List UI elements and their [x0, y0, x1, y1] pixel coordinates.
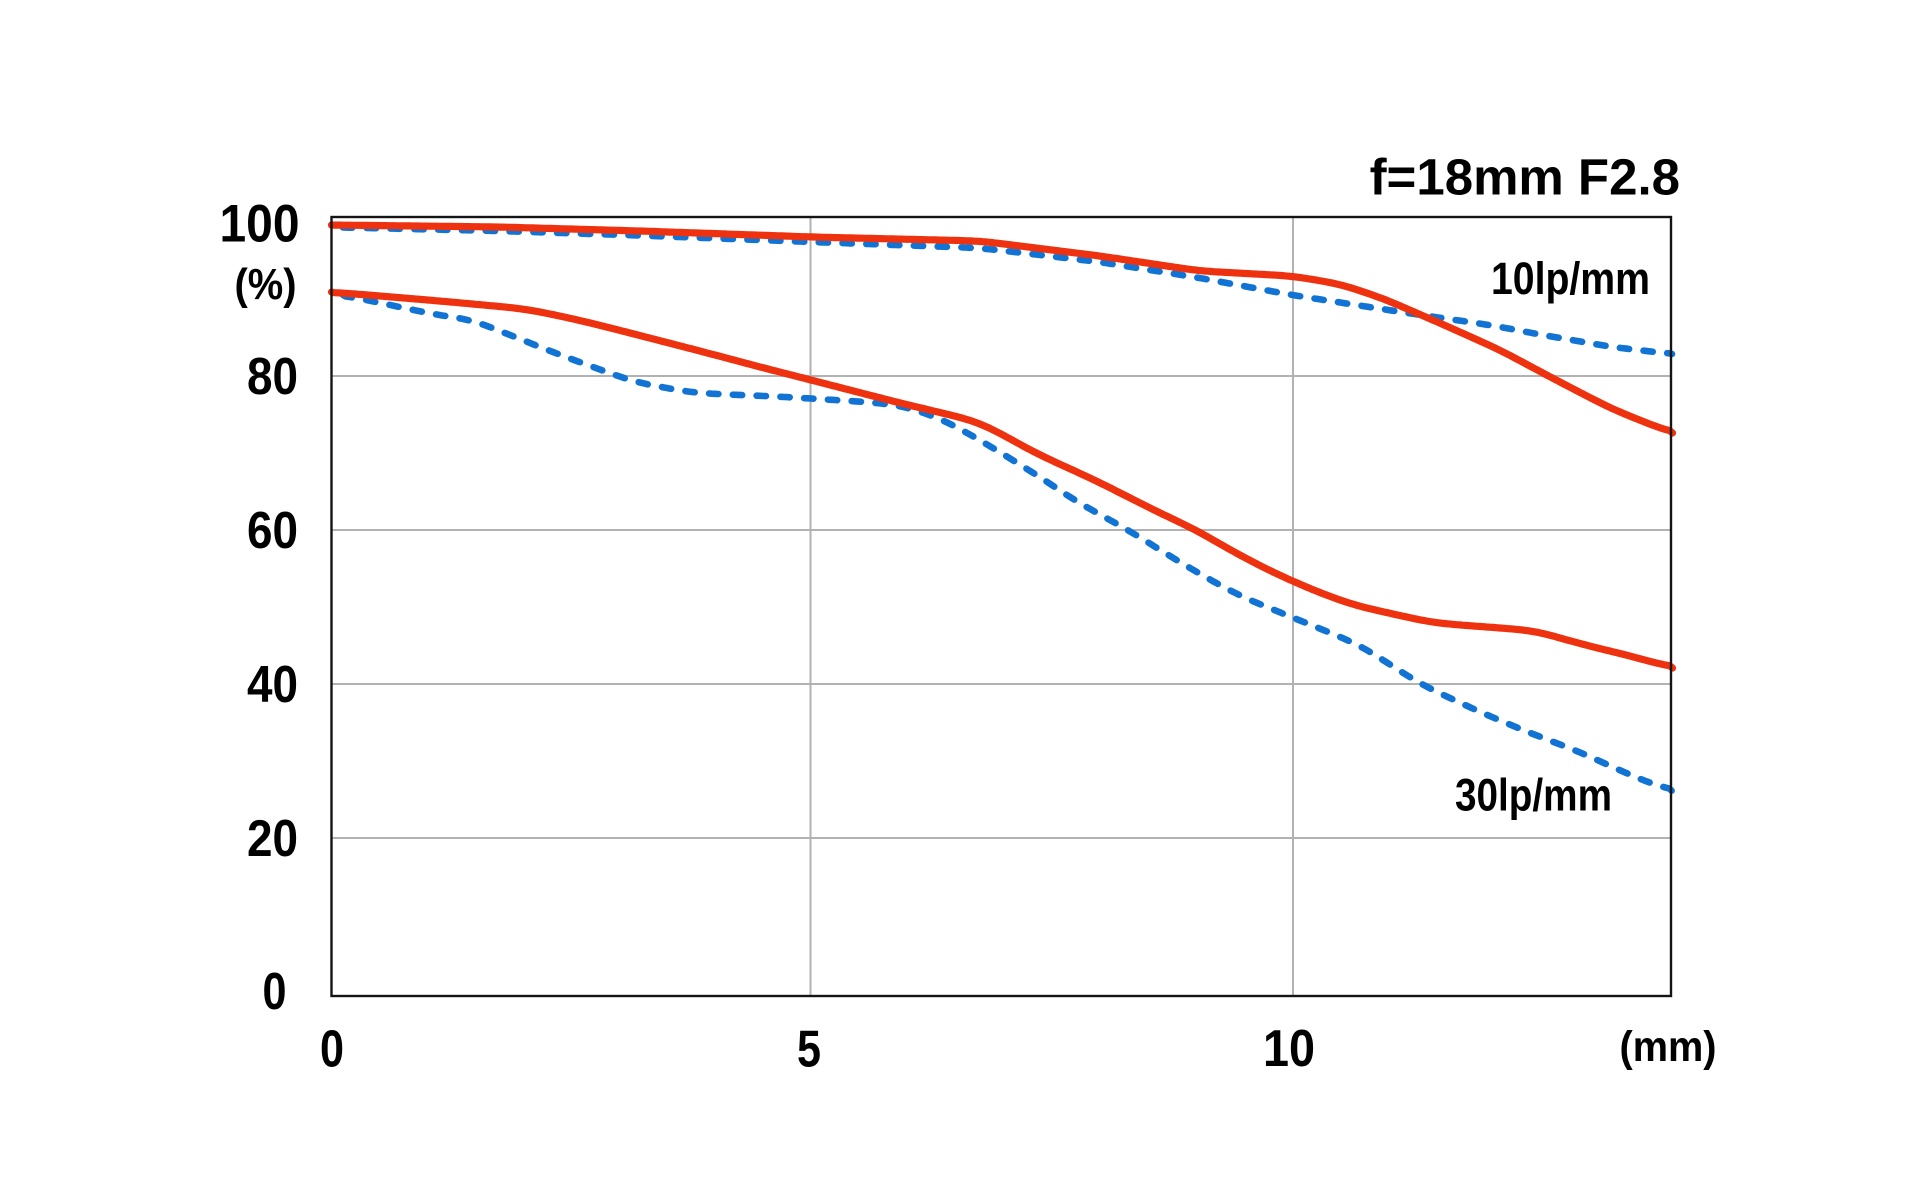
svg-text:20: 20 [247, 810, 298, 868]
svg-text:30lp/mm: 30lp/mm [1455, 770, 1612, 821]
svg-text:0: 0 [320, 1021, 344, 1079]
svg-text:10lp/mm: 10lp/mm [1491, 253, 1650, 304]
svg-text:60: 60 [247, 502, 298, 560]
svg-text:100: 100 [220, 195, 300, 254]
svg-text:40: 40 [247, 656, 298, 714]
svg-text:80: 80 [247, 348, 298, 406]
svg-text:f=18mm F2.8: f=18mm F2.8 [1370, 149, 1680, 206]
svg-text:0: 0 [263, 963, 287, 1021]
svg-text:(%): (%) [235, 260, 297, 309]
svg-text:5: 5 [797, 1021, 821, 1079]
svg-text:(mm): (mm) [1620, 1023, 1717, 1071]
svg-text:10: 10 [1263, 1020, 1315, 1078]
